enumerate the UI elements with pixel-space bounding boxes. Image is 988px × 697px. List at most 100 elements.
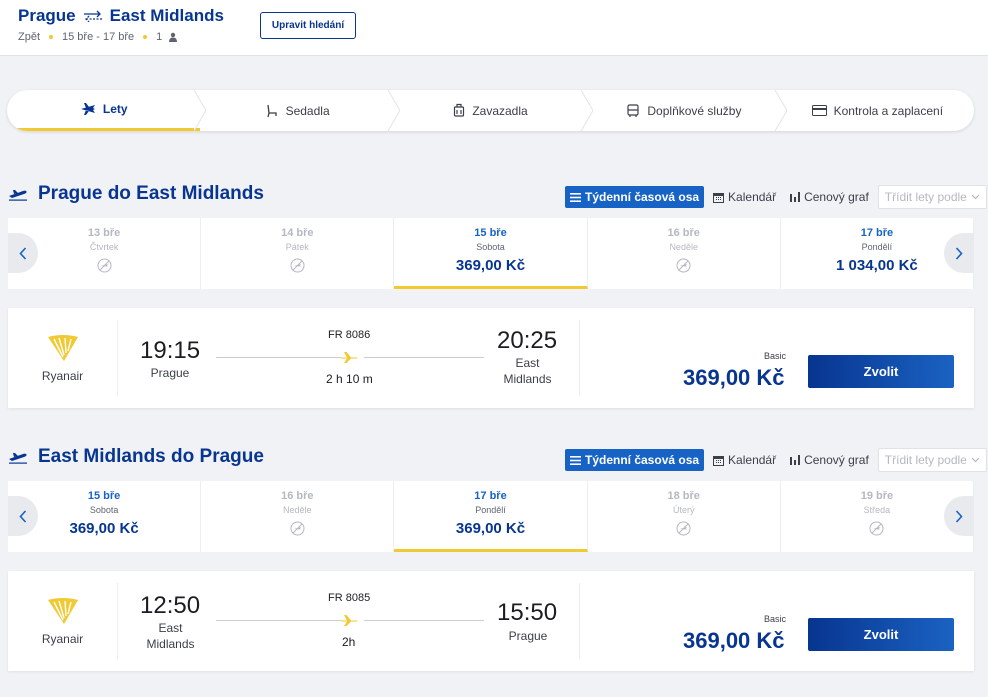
step-extras[interactable]: Doplňkové služby (587, 90, 787, 131)
outbound-flight-card[interactable]: Ryanair 19:15 Prague FR 8086 2 h 10 m 20… (8, 308, 974, 408)
date-option: 14 bře Pátek (201, 218, 395, 289)
price-graph-button[interactable]: Cenový graf (785, 186, 874, 208)
outbound-view-controls: Týdenní časová osa Kalendář Cenový graf … (565, 185, 987, 209)
luggage-icon (454, 103, 465, 117)
date-option[interactable]: 15 bře Sobota 369,00 Kč (8, 481, 202, 552)
takeoff-icon (9, 190, 27, 201)
plane-icon (80, 103, 95, 115)
plane-icon (341, 352, 358, 363)
weekly-timeline-button[interactable]: Týdenní časová osa (565, 449, 705, 471)
chevron-right-icon (955, 509, 963, 523)
route-line (216, 357, 341, 358)
step-separator (581, 90, 594, 131)
sort-dropdown[interactable]: Třídit lety podle (877, 185, 987, 209)
list-icon (570, 455, 581, 465)
next-dates-button[interactable] (944, 496, 974, 536)
card-divider (579, 320, 580, 396)
departure-city: Prague (150, 366, 190, 380)
modify-search-button[interactable]: Upravit hledání (260, 12, 356, 39)
ryanair-harp-logo-icon (47, 598, 78, 624)
booking-steps: Lety Sedadla Zavazadla Doplňkové služby … (7, 90, 974, 131)
date-day: 17 bře (474, 490, 507, 502)
step-seats[interactable]: Sedadla (200, 90, 400, 131)
select-flight-button[interactable]: Zvolit (808, 355, 954, 388)
arrival-city: East Midlands (500, 355, 555, 387)
date-day: 15 bře (474, 227, 507, 239)
step-luggage[interactable]: Zavazadla (394, 90, 594, 131)
calendar-button[interactable]: Kalendář (708, 449, 781, 471)
price-graph-label: Cenový graf (804, 190, 869, 204)
date-day: 14 bře (281, 227, 314, 239)
top-header: Prague East Midlands Zpět 15 bře - 17 bř… (0, 0, 988, 56)
fare-type: Basic (764, 351, 787, 361)
date-day: 16 bře (281, 490, 314, 502)
sort-dropdown[interactable]: Třídit lety podle (877, 448, 987, 472)
chevron-down-icon (971, 457, 980, 463)
chevron-left-icon (19, 246, 27, 260)
flight-duration: 2 h 10 m (326, 372, 373, 386)
bar-chart-icon (790, 455, 801, 465)
trip-type: Zpět (18, 31, 41, 43)
date-weekday: Sobota (89, 505, 119, 515)
departure-city-line: East (158, 621, 183, 635)
airline-name: Ryanair (41, 369, 84, 383)
weekly-timeline-button[interactable]: Týdenní časová osa (565, 186, 705, 208)
next-dates-button[interactable] (944, 233, 974, 273)
date-option-selected[interactable]: 15 bře Sobota 369,00 Kč (394, 218, 588, 289)
card-divider (579, 583, 580, 659)
price-graph-label: Cenový graf (804, 453, 869, 467)
date-weekday: Sobota (476, 242, 505, 252)
step-checkout[interactable]: Kontrola a zaplacení (781, 90, 974, 131)
step-label: Zavazadla (472, 103, 528, 118)
calendar-icon (713, 455, 725, 466)
bar-chart-icon (790, 192, 801, 202)
route-title: Prague East Midlands (18, 6, 224, 26)
landing-plane-icon (341, 615, 358, 626)
outbound-title: Prague do East Midlands (8, 183, 264, 205)
no-flight-icon (290, 521, 305, 536)
step-separator (387, 90, 400, 131)
trip-dates: 15 bře - 17 bře (62, 31, 135, 43)
price-graph-button[interactable]: Cenový graf (785, 449, 874, 471)
departure-city-line: Midlands (146, 637, 195, 651)
route-line (216, 620, 341, 621)
calendar-label: Kalendář (728, 453, 777, 467)
date-price: 369,00 Kč (455, 257, 526, 274)
select-flight-button[interactable]: Zvolit (808, 618, 954, 651)
date-option: 13 bře Čtvrtek (8, 218, 202, 289)
arrival-time: 20:25 (497, 327, 558, 354)
chevron-down-icon (971, 194, 980, 200)
weekly-label: Týdenní časová osa (585, 453, 700, 467)
date-weekday: Pondělí (861, 242, 893, 252)
separator-dot (143, 35, 148, 39)
inbound-flight-card[interactable]: Ryanair 12:50 East Midlands FR 8085 2h 1… (8, 571, 974, 671)
calendar-button[interactable]: Kalendář (708, 186, 781, 208)
person-icon (169, 32, 178, 42)
date-weekday: Pátek (285, 242, 309, 252)
chevron-left-icon (19, 509, 27, 523)
airline-info: Ryanair (8, 320, 118, 396)
arrival-time: 15:50 (497, 599, 558, 626)
departure-time: 12:50 (140, 592, 201, 619)
date-day: 13 bře (87, 227, 121, 239)
date-day: 17 bře (860, 227, 894, 239)
inbound-view-controls: Týdenní časová osa Kalendář Cenový graf … (565, 448, 987, 472)
takeoff-icon (9, 453, 27, 464)
date-option: 18 bře Úterý (588, 481, 781, 552)
trip-summary: Zpět 15 bře - 17 bře 1 (18, 31, 178, 43)
no-flight-icon (676, 258, 691, 273)
arrival-city: Prague (508, 629, 548, 643)
calendar-icon (713, 192, 725, 203)
step-flights[interactable]: Lety (7, 90, 207, 131)
step-label: Kontrola a zaplacení (833, 103, 944, 118)
date-day: 18 bře (667, 490, 700, 502)
date-option-selected[interactable]: 17 bře Pondělí 369,00 Kč (394, 481, 588, 552)
return-trip-icon (83, 10, 102, 22)
airline-info: Ryanair (8, 583, 118, 659)
calendar-label: Kalendář (728, 190, 777, 204)
card-icon (811, 105, 827, 116)
date-weekday: Středa (863, 505, 891, 515)
fare-type: Basic (764, 614, 787, 624)
sort-label: Třídit lety podle (884, 190, 967, 204)
fare-price: 369,00 Kč (683, 628, 785, 653)
